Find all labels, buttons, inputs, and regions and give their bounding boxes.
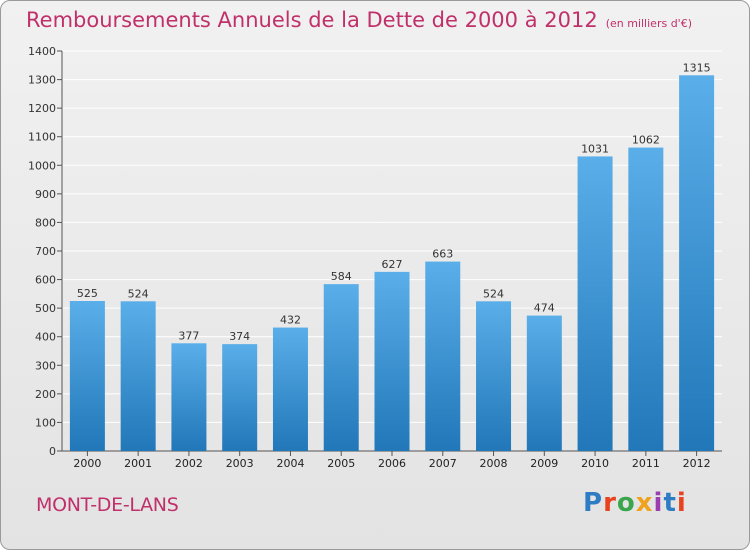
value-label-2010: 1031 — [581, 142, 609, 155]
logo-letter: r — [603, 488, 617, 518]
x-tick-label-2008: 2008 — [480, 457, 508, 470]
bar-2009 — [526, 315, 562, 451]
value-label-2002: 377 — [178, 329, 199, 342]
y-tick-label: 1100 — [28, 131, 56, 144]
logo-letter: t — [663, 488, 677, 518]
x-tick-label-2011: 2011 — [632, 457, 660, 470]
y-tick-label: 1000 — [28, 159, 56, 172]
logo-letter: i — [676, 488, 687, 518]
x-tick-label-2007: 2007 — [429, 457, 457, 470]
bar-2007 — [425, 261, 461, 451]
value-label-2009: 474 — [534, 302, 555, 315]
title-line: Remboursements Annuels de la Dette de 20… — [26, 8, 692, 32]
x-tick-label-2012: 2012 — [683, 457, 711, 470]
x-tick-label-2005: 2005 — [327, 457, 355, 470]
bar-2004 — [272, 327, 308, 451]
chart-unit: (en milliers d'€) — [605, 17, 692, 30]
y-tick-label: 300 — [35, 359, 56, 372]
logo-letter: x — [635, 488, 654, 518]
value-label-2008: 524 — [483, 287, 504, 300]
bar-2006 — [374, 271, 410, 451]
x-tick-label-2004: 2004 — [276, 457, 304, 470]
y-tick-label: 100 — [35, 416, 56, 429]
y-tick-label: 0 — [49, 445, 56, 458]
y-tick-label: 600 — [35, 274, 56, 287]
x-tick-label-2003: 2003 — [226, 457, 254, 470]
y-tick-label: 500 — [35, 302, 56, 315]
proxiti-logo[interactable]: Proxiti — [583, 488, 687, 518]
value-label-2011: 1062 — [632, 134, 660, 147]
y-tick-label: 1300 — [28, 74, 56, 87]
y-tick-label: 700 — [35, 245, 56, 258]
value-label-2004: 432 — [280, 314, 301, 327]
labels: 0 100 200 300 400 500 600 700 800 900 1000 1100 1200… — [28, 45, 711, 470]
y-tick-label: 1200 — [28, 102, 56, 115]
value-label-2007: 663 — [432, 248, 453, 261]
y-tick-label: 1400 — [28, 45, 56, 58]
value-label-2006: 627 — [382, 258, 403, 271]
bar-2011 — [628, 147, 664, 452]
bar-2000 — [69, 301, 105, 451]
logo-letter: o — [616, 488, 636, 518]
logo-letter: P — [583, 488, 604, 518]
value-label-2012: 1315 — [683, 61, 711, 74]
bars — [69, 75, 715, 452]
y-tick-label: 200 — [35, 388, 56, 401]
value-label-2000: 525 — [77, 287, 98, 300]
y-tick-label: 900 — [35, 188, 56, 201]
x-tick-label-2006: 2006 — [378, 457, 406, 470]
y-tick-label: 400 — [35, 331, 56, 344]
x-tick-label-2002: 2002 — [175, 457, 203, 470]
x-tick-label-2000: 2000 — [73, 457, 101, 470]
bar-2005 — [323, 284, 359, 451]
x-tick-label-2001: 2001 — [124, 457, 152, 470]
x-tick-label-2010: 2010 — [581, 457, 609, 470]
town-name: MONT-DE-LANS — [36, 494, 179, 516]
bar-2010 — [577, 156, 613, 451]
logo-letter: i — [653, 488, 664, 518]
value-label-2001: 524 — [128, 287, 149, 300]
x-tick-label-2009: 2009 — [530, 457, 558, 470]
bar-2001 — [120, 301, 156, 451]
y-tick-label: 800 — [35, 216, 56, 229]
bar-2003 — [222, 344, 258, 451]
chart-title: Remboursements Annuels de la Dette de 20… — [26, 8, 598, 32]
value-label-2005: 584 — [331, 270, 352, 283]
bar-2012 — [679, 75, 715, 452]
value-label-2003: 374 — [229, 330, 250, 343]
bar-2002 — [171, 343, 207, 451]
bar-2008 — [476, 301, 512, 451]
